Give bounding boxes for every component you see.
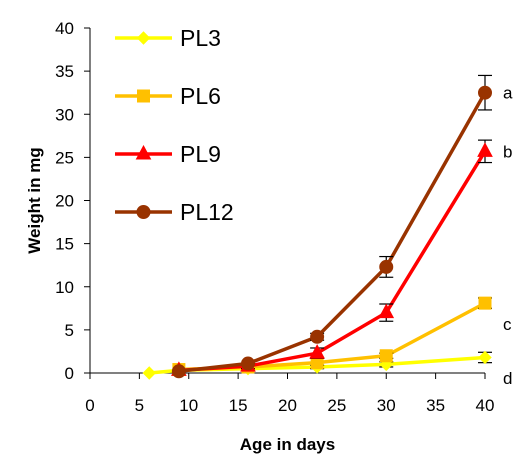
data-point bbox=[478, 296, 492, 310]
data-point bbox=[171, 364, 186, 379]
significance-letter: c bbox=[503, 315, 512, 334]
legend-label: PL9 bbox=[180, 141, 221, 167]
y-tick-label: 10 bbox=[55, 278, 74, 297]
data-point bbox=[478, 350, 492, 365]
legend-marker bbox=[136, 205, 151, 219]
x-tick-label: 35 bbox=[426, 396, 445, 415]
legend-label: PL12 bbox=[180, 199, 234, 225]
y-tick-label: 35 bbox=[55, 62, 74, 81]
x-tick-label: 20 bbox=[278, 396, 297, 415]
y-tick-label: 5 bbox=[65, 321, 74, 340]
x-axis-title: Age in days bbox=[240, 435, 335, 454]
legend-item-pl9: PL9 bbox=[115, 141, 221, 167]
x-tick-label: 5 bbox=[135, 396, 144, 415]
significance-letter: d bbox=[503, 369, 512, 388]
significance-letter: a bbox=[503, 84, 513, 103]
series-pl9 bbox=[171, 139, 493, 376]
series-layer bbox=[142, 74, 493, 380]
data-point bbox=[379, 259, 394, 274]
data-point bbox=[477, 142, 493, 157]
legend-item-pl12: PL12 bbox=[115, 199, 234, 225]
legend-marker bbox=[137, 89, 150, 103]
x-tick-label: 25 bbox=[327, 396, 346, 415]
data-point bbox=[378, 303, 395, 319]
x-tick-label: 15 bbox=[229, 396, 248, 415]
data-point bbox=[142, 366, 156, 380]
x-tick-label: 10 bbox=[179, 396, 198, 415]
data-point bbox=[310, 329, 325, 344]
y-tick-label: 15 bbox=[55, 235, 74, 254]
series-pl6 bbox=[172, 296, 492, 377]
x-tick-label: 0 bbox=[85, 396, 94, 415]
legend-marker bbox=[135, 144, 152, 160]
legend-item-pl3: PL3 bbox=[115, 25, 221, 51]
y-axis-title: Weight in mg bbox=[25, 147, 44, 253]
y-tick-label: 40 bbox=[55, 19, 74, 38]
x-tick-label: 30 bbox=[377, 396, 396, 415]
annotations: a b c d bbox=[503, 84, 513, 388]
y-tick-label: 25 bbox=[55, 148, 74, 167]
data-point bbox=[478, 85, 492, 100]
legend-item-pl6: PL6 bbox=[115, 83, 221, 109]
data-point bbox=[241, 356, 255, 371]
data-point bbox=[379, 349, 393, 363]
x-tick-label: 40 bbox=[476, 396, 495, 415]
legend-label: PL3 bbox=[180, 25, 221, 51]
legend: PL3 PL6 PL9 PL12 bbox=[115, 25, 234, 225]
y-tick-label: 30 bbox=[55, 105, 74, 124]
legend-marker bbox=[136, 31, 151, 45]
significance-letter: b bbox=[503, 142, 512, 161]
legend-label: PL6 bbox=[180, 83, 221, 109]
y-tick-label: 0 bbox=[65, 364, 74, 383]
data-point bbox=[309, 344, 325, 359]
axes: 0 5 10 15 20 25 30 35 40 0 5 10 15 20 25 30 35 40 bbox=[55, 19, 494, 415]
series-line bbox=[178, 150, 487, 373]
y-tick-label: 20 bbox=[55, 192, 74, 211]
series-pl12 bbox=[171, 74, 492, 379]
